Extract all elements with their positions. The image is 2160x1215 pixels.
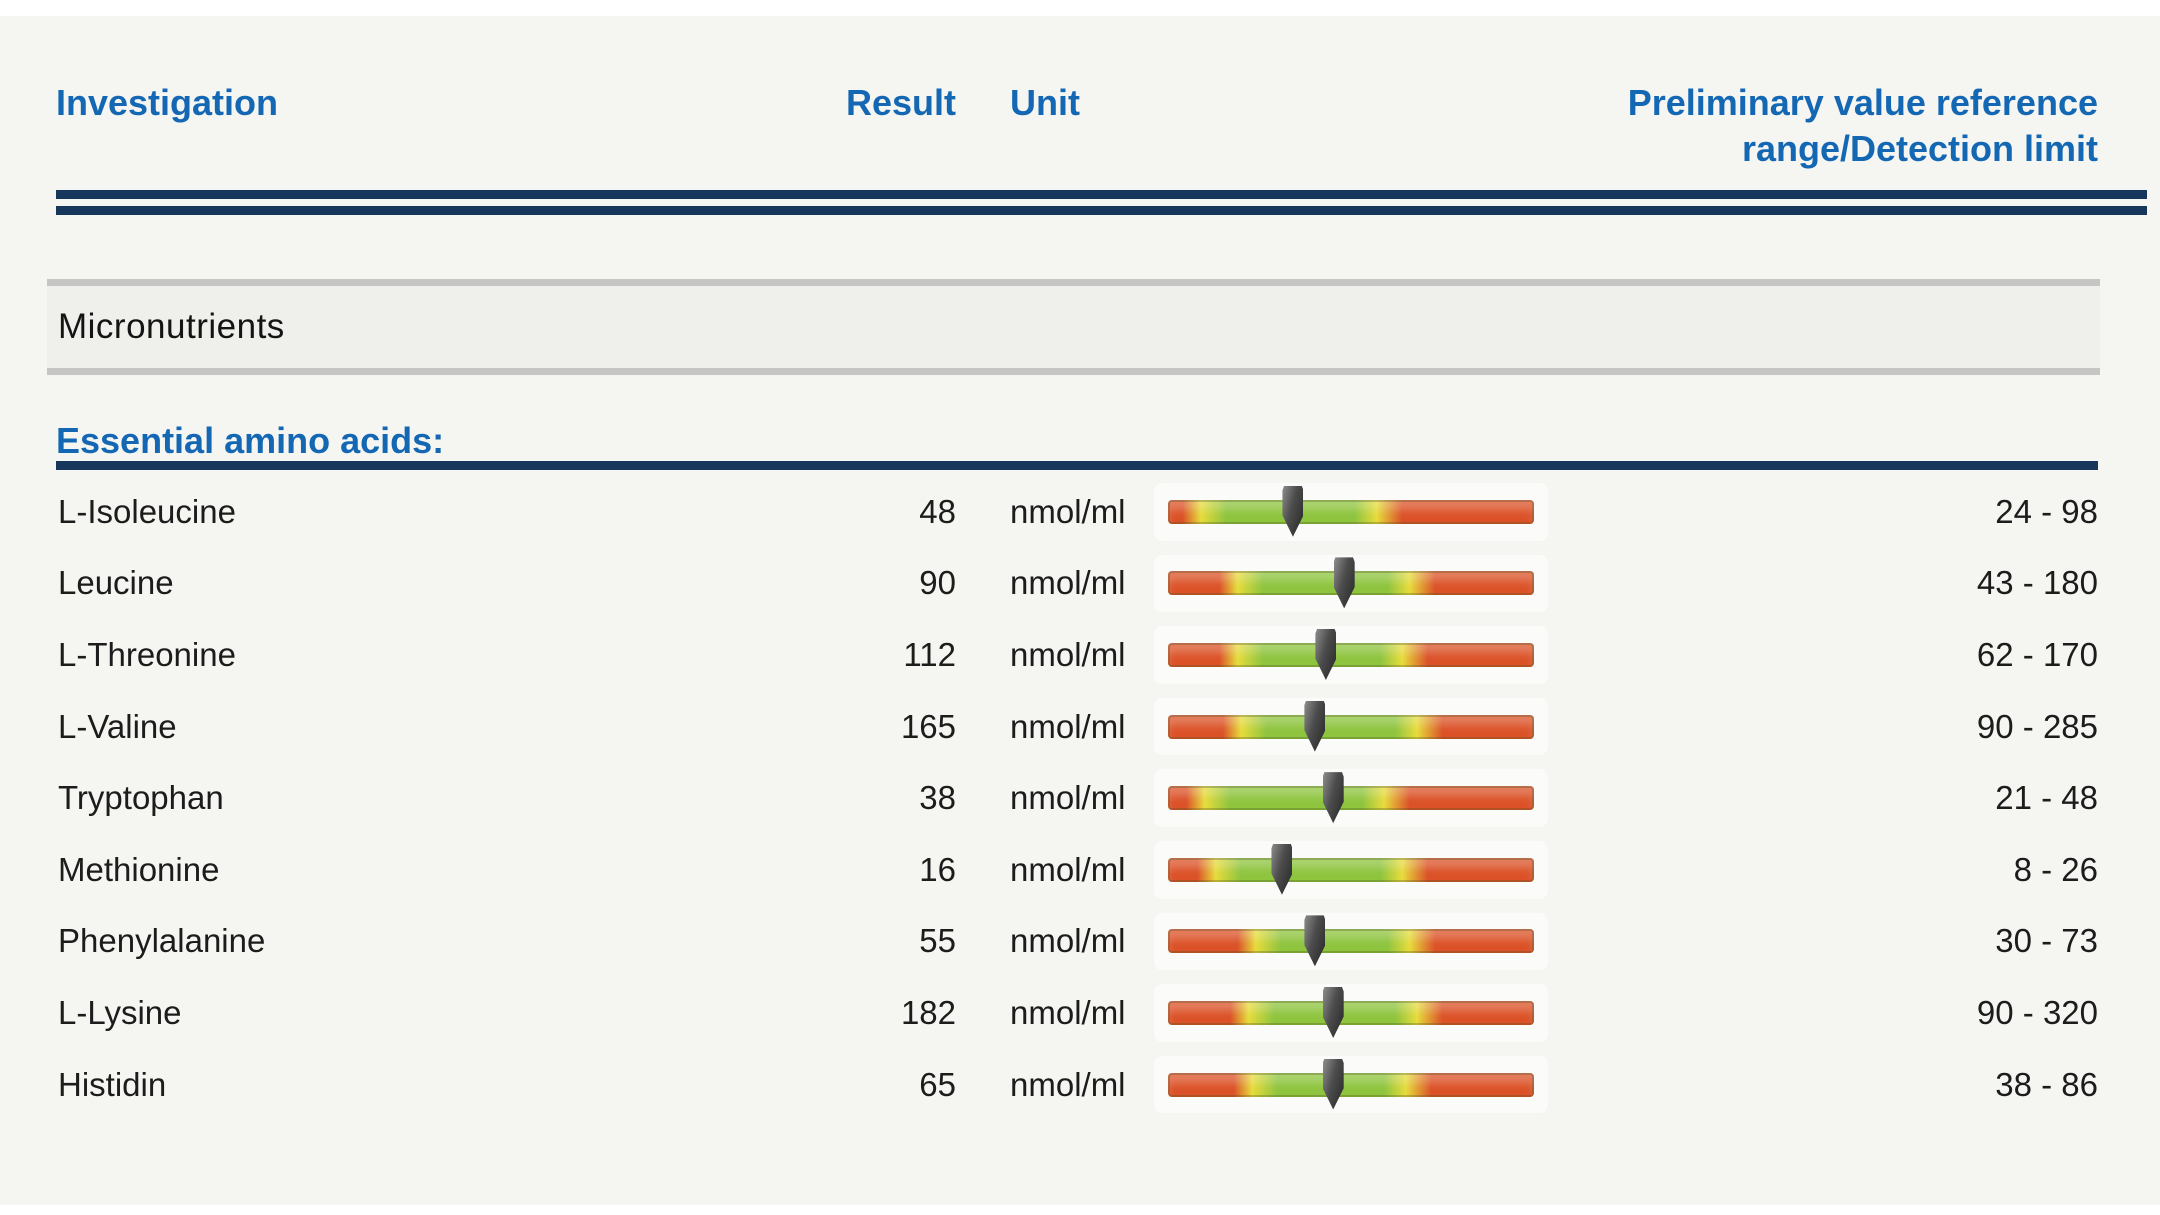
section-band: Micronutrients: [47, 279, 2100, 375]
result-value: 165: [900, 707, 956, 745]
gauge-marker: [1304, 915, 1326, 967]
reference-range: 8 - 26: [2013, 850, 2098, 888]
unit-label: nmol/ml: [1010, 564, 1126, 602]
table-row: Phenylalanine 55 nmol/ml 30 - 73: [56, 906, 2098, 978]
subsection-divider: [56, 461, 2098, 470]
reference-range: 21 - 48: [1995, 779, 2098, 817]
column-header-investigation: Investigation: [56, 82, 279, 123]
gauge-bar: [1168, 1058, 1534, 1110]
reference-range-line1: Preliminary value reference: [1627, 82, 2098, 123]
analyte-name: L-Lysine: [58, 993, 182, 1031]
result-value: 48: [919, 492, 956, 530]
range-gauge: [1154, 548, 1548, 620]
gauge-bar: [1168, 843, 1534, 895]
range-gauge: [1154, 619, 1548, 691]
analyte-name: L-Valine: [58, 707, 177, 745]
gauge-marker: [1322, 772, 1344, 824]
analyte-name: Histidin: [58, 1065, 167, 1103]
unit-label: nmol/ml: [1010, 492, 1126, 530]
table-row: L-Threonine 112 nmol/ml 62 - 170: [56, 619, 2098, 691]
range-gauge: [1154, 762, 1548, 834]
reference-range: 62 - 170: [1976, 635, 2098, 673]
gauge-marker: [1322, 1058, 1344, 1110]
unit-label: nmol/ml: [1010, 635, 1126, 673]
range-gauge: [1154, 476, 1548, 548]
unit-label: nmol/ml: [1010, 850, 1126, 888]
gauge-bar: [1168, 485, 1534, 537]
gauge-marker: [1315, 628, 1337, 680]
range-gauge: [1154, 906, 1548, 978]
analyte-name: L-Isoleucine: [58, 492, 236, 530]
header-divider-line: [56, 206, 2147, 215]
gauge-bar: [1168, 986, 1534, 1038]
analyte-name: L-Threonine: [58, 635, 236, 673]
table-row: Methionine 16 nmol/ml 8 - 26: [56, 834, 2098, 906]
unit-label: nmol/ml: [1010, 779, 1126, 817]
section-title: Micronutrients: [58, 307, 285, 346]
table-row: Histidin 65 nmol/ml 38 - 86: [56, 1049, 2098, 1121]
reference-range: 90 - 320: [1976, 993, 2098, 1031]
table-row: Tryptophan 38 nmol/ml 21 - 48: [56, 762, 2098, 834]
analyte-name: Tryptophan: [58, 779, 224, 817]
result-value: 55: [919, 922, 956, 960]
unit-label: nmol/ml: [1010, 1065, 1126, 1103]
unit-label: nmol/ml: [1010, 993, 1126, 1031]
reference-range: 43 - 180: [1976, 564, 2098, 602]
header-divider-line: [56, 190, 2147, 199]
gauge-bar: [1168, 772, 1534, 824]
analyte-name: Methionine: [58, 850, 220, 888]
result-value: 65: [919, 1065, 956, 1103]
analyte-name: Leucine: [58, 564, 174, 602]
result-value: 112: [903, 635, 956, 673]
table-row: L-Valine 165 nmol/ml 90 - 285: [56, 691, 2098, 763]
gauge-bar: [1168, 557, 1534, 609]
result-value: 16: [919, 850, 956, 888]
result-value: 38: [919, 779, 956, 817]
table-header: Investigation Result Unit Preliminary va…: [56, 80, 2098, 172]
reference-range: 38 - 86: [1995, 1065, 2098, 1103]
reference-range: 24 - 98: [1995, 492, 2098, 530]
reference-range: 90 - 285: [1976, 707, 2098, 745]
bottom-margin-strip: [0, 1205, 2160, 1215]
gauge-bar: [1168, 915, 1534, 967]
gauge-marker: [1333, 557, 1355, 609]
gauge-marker: [1271, 843, 1293, 895]
gauge-bar: [1168, 700, 1534, 752]
unit-label: nmol/ml: [1010, 707, 1126, 745]
column-header-result: Result: [845, 82, 956, 123]
gauge-bar: [1168, 628, 1534, 680]
reference-range-line2: range/Detection limit: [1741, 128, 2098, 169]
column-header-unit: Unit: [1010, 82, 1080, 123]
result-value: 90: [919, 564, 956, 602]
table-row: L-Lysine 182 nmol/ml 90 - 320: [56, 977, 2098, 1049]
table-row: L-Isoleucine 48 nmol/ml 24 - 98: [56, 476, 2098, 548]
results-table-body: L-Isoleucine 48 nmol/ml 24 - 98 Leucine …: [56, 476, 2098, 1120]
table-row: Leucine 90 nmol/ml 43 - 180: [56, 548, 2098, 620]
analyte-name: Phenylalanine: [58, 922, 266, 960]
top-margin-strip: [0, 0, 2160, 16]
range-gauge: [1154, 977, 1548, 1049]
gauge-marker: [1282, 485, 1304, 537]
header-divider: [56, 190, 2147, 215]
gauge-marker: [1322, 986, 1344, 1038]
range-gauge: [1154, 1049, 1548, 1121]
subsection-title: Essential amino acids:: [56, 420, 445, 461]
range-gauge: [1154, 834, 1548, 906]
reference-range: 30 - 73: [1995, 922, 2098, 960]
result-value: 182: [900, 993, 956, 1031]
unit-label: nmol/ml: [1010, 922, 1126, 960]
gauge-marker: [1304, 700, 1326, 752]
range-gauge: [1154, 691, 1548, 763]
column-header-reference-range: Preliminary value reference range/Detecti…: [1534, 80, 2098, 172]
